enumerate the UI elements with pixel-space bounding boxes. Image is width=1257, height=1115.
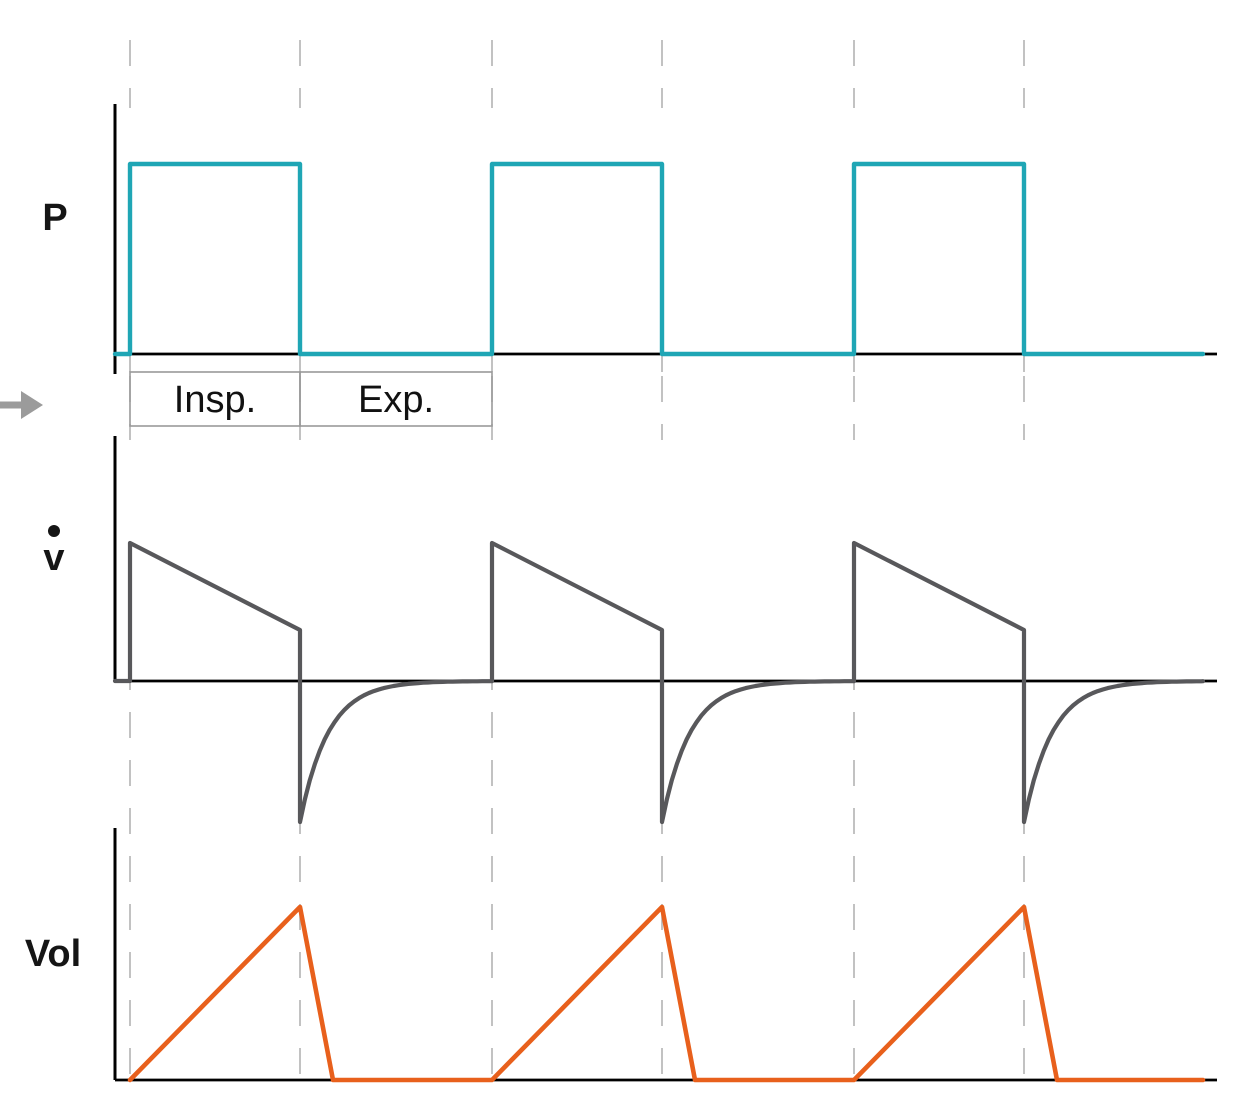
svg-text:P: P: [42, 197, 67, 239]
svg-text:Exp.: Exp.: [358, 379, 434, 421]
svg-text:v: v: [43, 537, 64, 579]
svg-text:Vol: Vol: [25, 933, 81, 975]
svg-text:Insp.: Insp.: [174, 379, 256, 421]
